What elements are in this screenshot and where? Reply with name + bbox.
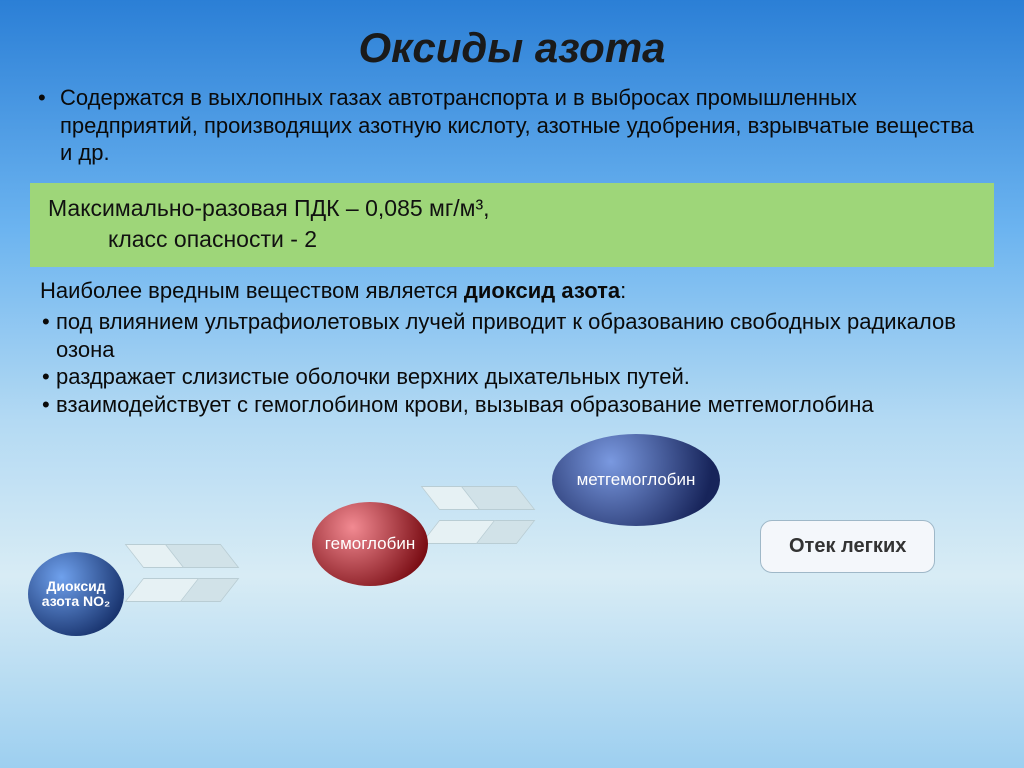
- pdk-line2: класс опасности - 2: [48, 224, 976, 255]
- end-box: Отек легких: [760, 520, 935, 573]
- node-hemoglobin: гемоглобин: [312, 502, 428, 586]
- lower-block: Наиболее вредным веществом является диок…: [0, 277, 1024, 419]
- lower-intro-suffix: :: [620, 278, 626, 303]
- lower-list: под влиянием ультрафиолетовых лучей прив…: [40, 304, 984, 418]
- pdk-line1: Максимально-разовая ПДК – 0,085 мг/м³,: [48, 193, 976, 224]
- page-title: Оксиды азота: [0, 0, 1024, 84]
- node-label: Диоксид азота NO₂: [34, 579, 118, 610]
- node-label: гемоглобин: [325, 535, 415, 554]
- lower-intro-emph: диоксид азота: [464, 278, 620, 303]
- chevron-icon: [134, 538, 234, 604]
- flow-diagram: Диоксид азота NO₂ гемоглобин метгемоглоб…: [0, 424, 1024, 634]
- list-item: под влиянием ультрафиолетовых лучей прив…: [42, 308, 984, 363]
- main-bullet: Содержатся в выхлопных газах автотранспо…: [0, 84, 1024, 175]
- list-item: взаимодействует с гемоглобином крови, вы…: [42, 391, 984, 419]
- chevron-icon: [430, 480, 530, 546]
- pdk-box: Максимально-разовая ПДК – 0,085 мг/м³, к…: [30, 183, 994, 267]
- node-methemoglobin: метгемоглобин: [552, 434, 720, 526]
- list-item: раздражает слизистые оболочки верхних ды…: [42, 363, 984, 391]
- end-box-label: Отек легких: [789, 535, 906, 557]
- lower-intro-prefix: Наиболее вредным веществом является: [40, 278, 464, 303]
- node-no2: Диоксид азота NO₂: [28, 552, 124, 636]
- node-label: метгемоглобин: [577, 471, 696, 490]
